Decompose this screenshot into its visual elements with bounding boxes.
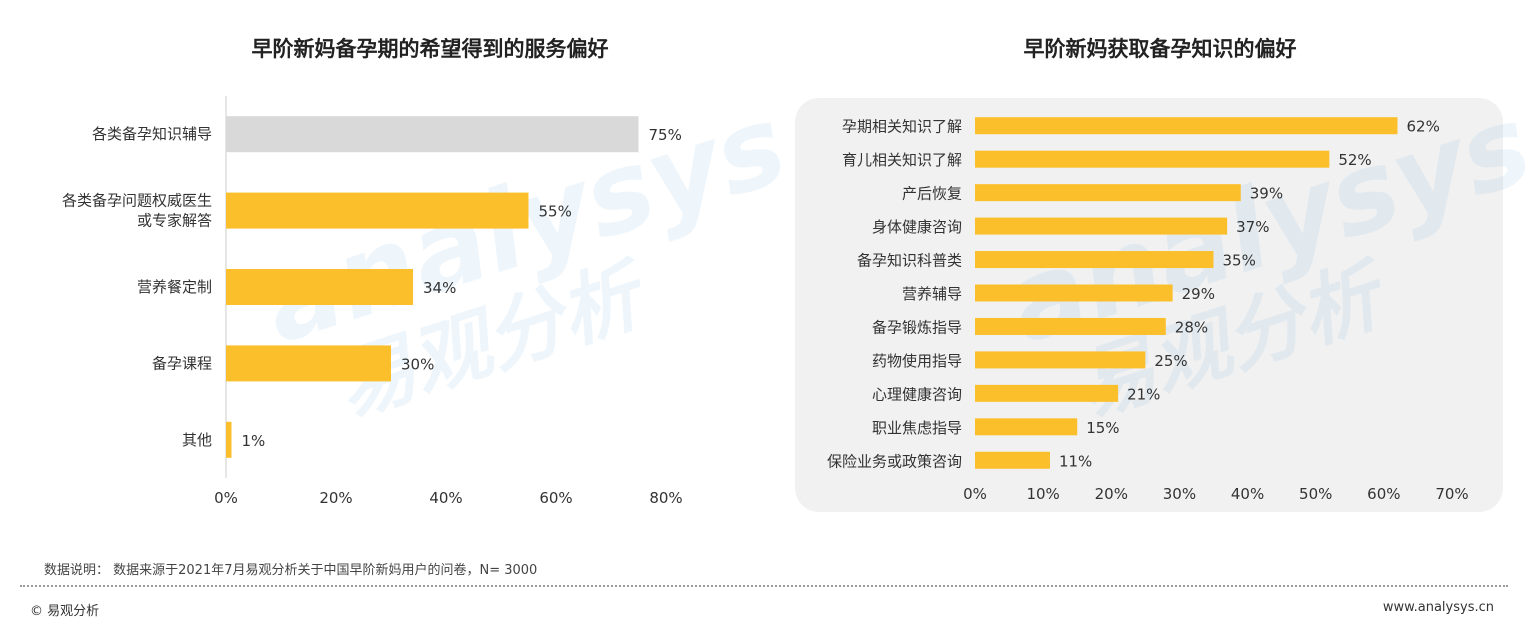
right-bar-1 <box>975 150 1330 168</box>
right-bar-2 <box>975 184 1241 202</box>
left-category-label-2-0: 营养餐定制 <box>137 278 212 296</box>
right-value-label-8: 21% <box>1127 385 1160 403</box>
right-category-label-0: 孕期相关知识了解 <box>842 118 962 136</box>
left-value-label-4: 1% <box>242 432 266 450</box>
right-x-tick-7: 70% <box>1435 485 1468 503</box>
right-value-label-2: 39% <box>1250 185 1283 203</box>
left-x-tick-4: 80% <box>649 489 682 507</box>
left-x-tick-1: 20% <box>319 489 352 507</box>
left-bar-0 <box>226 116 639 153</box>
left-value-label-2: 34% <box>423 279 456 297</box>
left-bar-1 <box>226 192 529 229</box>
left-x-tick-3: 60% <box>539 489 572 507</box>
right-x-tick-5: 50% <box>1299 485 1332 503</box>
right-value-label-5: 29% <box>1182 285 1215 303</box>
right-value-label-10: 11% <box>1059 452 1092 470</box>
right-category-label-9: 职业焦虑指导 <box>872 419 962 437</box>
right-value-label-9: 15% <box>1086 419 1119 437</box>
left-value-label-0: 75% <box>649 126 682 144</box>
right-bar-8 <box>975 384 1119 402</box>
right-value-label-6: 28% <box>1175 318 1208 336</box>
right-bar-6 <box>975 317 1166 335</box>
right-x-tick-2: 20% <box>1095 485 1128 503</box>
right-bar-0 <box>975 117 1398 135</box>
right-value-label-1: 52% <box>1338 151 1371 169</box>
website-link[interactable]: www.analysys.cn <box>1382 600 1494 615</box>
left-category-label-4-0: 其他 <box>182 431 212 449</box>
right-category-label-10: 保险业务或政策咨询 <box>827 452 962 470</box>
right-category-label-6: 备孕锻炼指导 <box>872 318 962 336</box>
left-chart-title: 早阶新妈备孕期的希望得到的服务偏好 <box>251 37 609 61</box>
right-chart-title: 早阶新妈获取备孕知识的偏好 <box>1023 37 1297 61</box>
left-value-label-1: 55% <box>539 203 572 221</box>
left-x-tick-2: 40% <box>429 489 462 507</box>
left-category-label-3-0: 备孕课程 <box>152 354 212 372</box>
right-category-label-7: 药物使用指导 <box>872 352 962 370</box>
right-category-label-5: 营养辅导 <box>902 285 962 303</box>
right-x-tick-4: 40% <box>1231 485 1264 503</box>
right-category-label-3: 身体健康咨询 <box>872 218 962 236</box>
right-category-label-4: 备孕知识科普类 <box>857 252 962 270</box>
right-value-label-4: 35% <box>1223 252 1256 270</box>
left-bar-2 <box>226 269 413 305</box>
right-bar-10 <box>975 451 1050 469</box>
right-value-label-0: 62% <box>1406 118 1439 136</box>
right-category-label-1: 育儿相关知识了解 <box>842 151 962 169</box>
footer-divider <box>20 585 1508 587</box>
left-category-label-1-1: 或专家解答 <box>137 212 212 230</box>
right-category-label-2: 产后恢复 <box>902 185 962 203</box>
right-value-label-3: 37% <box>1236 218 1269 236</box>
right-x-tick-0: 0% <box>963 485 987 503</box>
right-bar-3 <box>975 217 1228 235</box>
left-bar-4 <box>226 421 232 458</box>
copyright-text: © 易观分析 <box>30 604 100 619</box>
right-category-label-8: 心理健康咨询 <box>872 385 962 403</box>
right-x-tick-3: 30% <box>1163 485 1196 503</box>
right-bar-9 <box>975 418 1078 436</box>
right-bar-5 <box>975 284 1173 302</box>
right-x-tick-6: 60% <box>1367 485 1400 503</box>
data-source-note: 数据说明： 数据来源于2021年7月易观分析关于中国早阶新妈用户的问卷，N= 3… <box>44 563 538 578</box>
left-category-label-1-0: 各类备孕问题权威医生 <box>62 192 212 210</box>
left-value-label-3: 30% <box>401 355 434 373</box>
right-x-tick-1: 10% <box>1026 485 1059 503</box>
right-value-label-7: 25% <box>1154 352 1187 370</box>
right-bar-4 <box>975 251 1214 269</box>
left-bar-3 <box>226 345 391 382</box>
right-bar-7 <box>975 351 1146 369</box>
left-category-label-0-0: 各类备孕知识辅导 <box>92 125 212 143</box>
left-x-tick-0: 0% <box>214 489 238 507</box>
